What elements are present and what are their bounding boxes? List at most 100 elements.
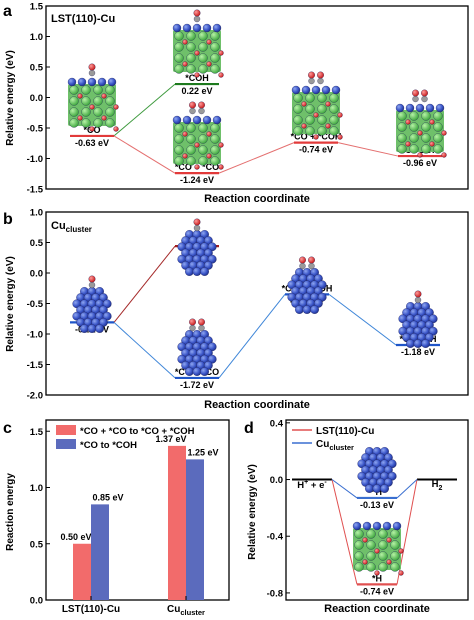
bar — [91, 504, 109, 600]
panel-c-xtick-label-2: Cucluster — [167, 604, 205, 617]
sr-atom — [105, 118, 115, 128]
sr-atom — [198, 145, 208, 155]
ytick-label: -1.5 — [27, 360, 44, 371]
structure-a-cocoh-final — [395, 89, 447, 158]
o-atom — [398, 548, 404, 554]
sr-atom — [174, 42, 184, 52]
sr-atom — [81, 107, 91, 117]
cu-atom — [80, 324, 89, 333]
ytick-label: 0.4 — [270, 418, 284, 429]
carbon-atom — [193, 15, 201, 23]
panel-d-end-label: H2 — [432, 479, 443, 492]
cu-atom — [352, 521, 362, 531]
panel-d-start-label: H+ + e- — [297, 479, 327, 491]
sr-atom — [198, 123, 208, 133]
carbon-atom — [414, 296, 422, 304]
sr-atom — [186, 42, 196, 52]
o-atom — [429, 141, 435, 147]
sr-atom — [317, 93, 327, 103]
sr-atom — [390, 529, 400, 539]
cu-atom — [311, 85, 321, 95]
panel-c-ylabel: Reaction energy — [5, 473, 16, 551]
sr-atom — [93, 118, 103, 128]
state-label-h: *H — [372, 573, 382, 583]
o-atom — [194, 50, 200, 56]
carbon-atom — [317, 77, 324, 85]
connector-co-to-coco — [113, 135, 176, 174]
cu-atom — [372, 484, 382, 493]
oxygen-atom — [317, 71, 324, 79]
o-atom — [89, 126, 95, 132]
sr-atom — [421, 144, 431, 154]
sr-atom — [186, 145, 196, 155]
sr-atom — [354, 540, 364, 550]
panel-a-subtitle: LST(110)-Cu — [51, 13, 115, 25]
oxygen-atom — [193, 9, 201, 17]
legend-label-series-2: *CO to *COH — [80, 440, 137, 451]
energy-value-label: 0.22 eV — [181, 86, 212, 96]
ytick-label: 0.5 — [30, 63, 44, 74]
panel-c-legend: *CO + *CO to *CO + *COH *CO to *COH — [56, 425, 195, 451]
carbon-atom — [189, 324, 196, 332]
carbon-atom — [88, 69, 96, 77]
o-atom — [398, 570, 404, 576]
cu-atom — [395, 103, 405, 113]
sr-atom — [366, 540, 376, 550]
sr-atom — [397, 111, 407, 121]
ytick-label: 1.0 — [30, 483, 43, 494]
cu-atom — [192, 115, 202, 125]
o-atom — [113, 104, 119, 110]
sr-atom — [210, 145, 220, 155]
panel-d-ylabel: Relative energy (eV) — [247, 464, 258, 560]
sr-atom — [93, 96, 103, 106]
panel-a-yticks: 1.5 1.0 0.5 0.0 -0.5 -1.0 -1.5 — [27, 2, 50, 196]
sr-atom — [390, 540, 400, 550]
o-atom — [206, 153, 212, 159]
panel-b-letter: b — [3, 211, 13, 228]
energy-value-label: -1.72 eV — [180, 380, 214, 390]
start-label-sup2: - — [324, 479, 327, 486]
o-atom — [77, 115, 83, 121]
panel-c-xtick-2-main: Cu — [167, 604, 180, 615]
structure-a-cocoh — [291, 71, 343, 140]
sr-atom — [390, 551, 400, 561]
o-atom — [374, 548, 380, 554]
o-atom — [417, 152, 423, 158]
sr-atom — [378, 562, 388, 572]
connector-coco-to-cocoh — [218, 294, 286, 379]
panel-b-subtitle: Cucluster — [51, 220, 92, 234]
bar — [186, 459, 204, 600]
o-atom — [206, 39, 212, 45]
state-label: *COH — [185, 73, 209, 83]
sr-atom — [174, 156, 184, 166]
cu-atom — [372, 521, 382, 531]
sr-atom — [174, 123, 184, 133]
sr-atom — [210, 134, 220, 144]
oxygen-atom — [198, 318, 205, 326]
ytick-label: -2.0 — [27, 391, 43, 402]
sr-atom — [317, 104, 327, 114]
sr-atom — [433, 144, 443, 154]
o-atom — [374, 570, 380, 576]
cu-atom — [67, 77, 77, 87]
legend-swatch-series-1 — [56, 425, 76, 435]
o-atom — [218, 164, 224, 170]
cu-atom — [380, 484, 389, 493]
panel-a-xlabel: Reaction coordinate — [204, 193, 310, 205]
panel-c-xtick-label-1: LST(110)-Cu — [62, 604, 120, 615]
o-atom — [113, 126, 119, 132]
cu-atom — [302, 305, 312, 314]
connector-cocoh-to-cocoh2 — [337, 142, 399, 157]
cu-atom — [212, 115, 222, 125]
structure-a-co — [67, 63, 119, 132]
cu-atom — [295, 305, 304, 314]
sr-atom — [305, 126, 315, 136]
bar-value-label: 0.50 eV — [60, 532, 91, 542]
sr-atom — [397, 133, 407, 143]
connector-coco-to-cocoh — [218, 142, 295, 174]
o-atom — [405, 119, 411, 125]
sr-atom — [421, 133, 431, 143]
sr-atom — [329, 93, 339, 103]
sr-atom — [210, 53, 220, 63]
carbon-atom — [421, 95, 428, 103]
